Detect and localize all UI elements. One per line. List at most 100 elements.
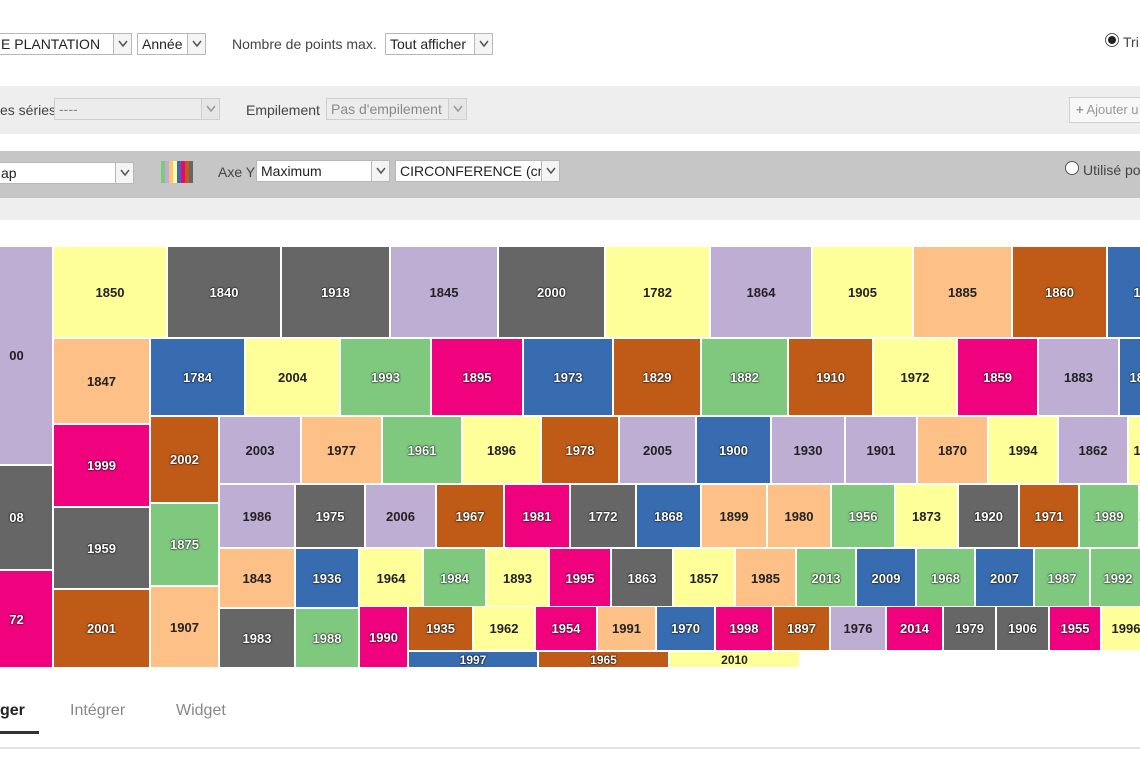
treemap-cell[interactable]: 1989 xyxy=(1079,484,1139,548)
treemap-cell[interactable]: 1882 xyxy=(701,338,788,416)
treemap-cell[interactable]: 1987 xyxy=(1034,548,1090,608)
treemap-cell[interactable]: 1936 xyxy=(295,548,359,608)
treemap-cell[interactable]: 2009 xyxy=(856,548,916,608)
treemap-cell[interactable]: 1972 xyxy=(873,338,957,416)
treemap-cell[interactable]: 1990 xyxy=(359,606,408,668)
treemap-cell[interactable]: 1860 xyxy=(1012,246,1107,338)
treemap-cell[interactable]: 1979 xyxy=(943,606,996,651)
tab-partager[interactable]: ger xyxy=(0,702,25,719)
yfield-select[interactable]: CIRCONFERENCE (cm) xyxy=(395,160,560,182)
treemap-cell[interactable]: 1978 xyxy=(541,416,619,484)
treemap-cell[interactable]: 1906 xyxy=(996,606,1049,651)
series-select[interactable]: ---- xyxy=(54,98,220,120)
treemap-cell[interactable]: 1930 xyxy=(771,416,845,484)
treemap-cell[interactable]: 1897 xyxy=(773,606,830,651)
treemap-cell[interactable]: 1863 xyxy=(611,548,673,608)
treemap-cell[interactable]: 1883 xyxy=(1038,338,1119,416)
treemap-cell[interactable]: 1 xyxy=(1107,246,1140,338)
treemap-cell[interactable]: 1961 xyxy=(382,416,462,484)
treemap-cell[interactable]: 1772 xyxy=(570,484,636,548)
treemap-cell[interactable]: 1901 xyxy=(845,416,917,484)
treemap-cell[interactable]: 1862 xyxy=(1058,416,1128,484)
treemap-cell[interactable]: 1976 xyxy=(830,606,886,651)
treemap-cell[interactable]: 1956 xyxy=(831,484,895,548)
treemap-cell[interactable]: 2004 xyxy=(245,338,340,416)
treemap-cell[interactable]: 1965 xyxy=(538,651,669,668)
treemap-cell[interactable]: 1602 xyxy=(1128,416,1140,484)
treemap-cell[interactable]: 1905 xyxy=(812,246,913,338)
treemap-cell[interactable]: 1857 xyxy=(673,548,735,608)
date-grain-select[interactable]: Année xyxy=(137,33,206,55)
treemap-cell[interactable]: 1875 xyxy=(150,503,219,586)
treemap-cell[interactable]: 1964 xyxy=(359,548,423,608)
treemap-cell[interactable]: 1992 xyxy=(1090,548,1140,608)
treemap-cell[interactable]: 1850 xyxy=(53,246,167,338)
treemap-cell[interactable]: 1920 xyxy=(958,484,1019,548)
treemap-cell[interactable]: 1782 xyxy=(605,246,710,338)
treemap-cell[interactable]: 1868 xyxy=(636,484,701,548)
treemap-cell[interactable]: 1784 xyxy=(150,338,245,416)
treemap-cell[interactable]: 1910 xyxy=(788,338,873,416)
treemap-cell[interactable]: 1885 xyxy=(913,246,1012,338)
treemap-cell[interactable]: 1967 xyxy=(436,484,504,548)
chart-type-select[interactable]: ap xyxy=(0,162,134,184)
treemap-cell[interactable]: 2000 xyxy=(498,246,605,338)
stacking-select[interactable]: Pas d'empilement xyxy=(326,98,467,120)
treemap-cell[interactable]: 1986 xyxy=(219,484,295,548)
treemap-cell[interactable]: 1991 xyxy=(597,606,656,651)
treemap-cell[interactable]: 1873 xyxy=(895,484,958,548)
treemap-cell[interactable]: 1893 xyxy=(486,548,549,608)
treemap-cell[interactable]: 1998 xyxy=(715,606,773,651)
treemap-cell[interactable]: 1918 xyxy=(281,246,390,338)
treemap-cell[interactable]: 1955 xyxy=(1049,606,1101,651)
treemap-cell[interactable]: 2006 xyxy=(365,484,436,548)
treemap-cell[interactable]: 1980 xyxy=(767,484,831,548)
treemap-cell[interactable]: 08 xyxy=(0,465,53,570)
tab-integrer[interactable]: Intégrer xyxy=(70,702,126,719)
treemap-cell[interactable]: 2007 xyxy=(975,548,1034,608)
treemap-cell[interactable]: 1970 xyxy=(656,606,715,651)
treemap-cell[interactable]: 1971 xyxy=(1019,484,1079,548)
treemap-cell[interactable]: 1995 xyxy=(549,548,611,608)
treemap-cell[interactable]: 1896 xyxy=(462,416,541,484)
treemap-cell[interactable]: 1859 xyxy=(957,338,1038,416)
treemap-cell[interactable]: 1985 xyxy=(735,548,796,608)
treemap-cell[interactable]: 1870 xyxy=(917,416,988,484)
treemap-cell[interactable]: 1864 xyxy=(710,246,812,338)
treemap-cell[interactable]: 1993 xyxy=(340,338,431,416)
treemap-cell[interactable]: 2001 xyxy=(53,589,150,668)
treemap-cell[interactable]: 1962 xyxy=(473,606,535,651)
treemap-cell[interactable]: 1847 xyxy=(53,338,150,424)
treemap-cell[interactable]: 2003 xyxy=(219,416,301,484)
treemap-cell[interactable]: 1895 xyxy=(431,338,523,416)
treemap-cell[interactable]: 1900 xyxy=(696,416,771,484)
treemap-cell[interactable]: 1996 xyxy=(1101,606,1140,651)
add-series-button[interactable]: + Ajouter u xyxy=(1069,97,1140,123)
treemap-cell[interactable]: 2010 xyxy=(669,651,800,668)
treemap-cell[interactable]: 1843 xyxy=(219,548,295,608)
treemap-cell[interactable]: 2013 xyxy=(796,548,856,608)
treemap-cell[interactable]: 1994 xyxy=(988,416,1058,484)
treemap-cell[interactable]: 1975 xyxy=(295,484,365,548)
treemap-cell[interactable]: 2002 xyxy=(150,416,219,503)
treemap-cell[interactable]: 00 xyxy=(0,246,53,465)
treemap-cell[interactable]: 1984 xyxy=(423,548,486,608)
treemap-cell[interactable]: 1907 xyxy=(150,586,219,668)
treemap-cell[interactable]: 1959 xyxy=(53,507,150,589)
treemap-cell[interactable]: 1845 xyxy=(390,246,498,338)
treemap-cell[interactable]: 1840 xyxy=(167,246,281,338)
treemap-cell[interactable]: 1977 xyxy=(301,416,382,484)
treemap-cell[interactable]: 1983 xyxy=(219,608,295,668)
color-palette-button[interactable] xyxy=(161,161,193,183)
treemap-cell[interactable]: 1981 xyxy=(504,484,570,548)
treemap-cell[interactable]: 1999 xyxy=(53,424,150,507)
treemap-cell[interactable]: 1899 xyxy=(701,484,767,548)
use-radio[interactable] xyxy=(1065,161,1079,175)
treemap-cell[interactable]: 1954 xyxy=(535,606,597,651)
treemap-cell[interactable]: 2014 xyxy=(886,606,943,651)
sort-radio[interactable] xyxy=(1105,33,1119,47)
treemap-cell[interactable]: 1973 xyxy=(523,338,613,416)
tab-widget[interactable]: Widget xyxy=(176,702,226,719)
treemap-cell[interactable]: 1829 xyxy=(613,338,701,416)
aggregation-select[interactable]: Maximum xyxy=(256,160,390,182)
